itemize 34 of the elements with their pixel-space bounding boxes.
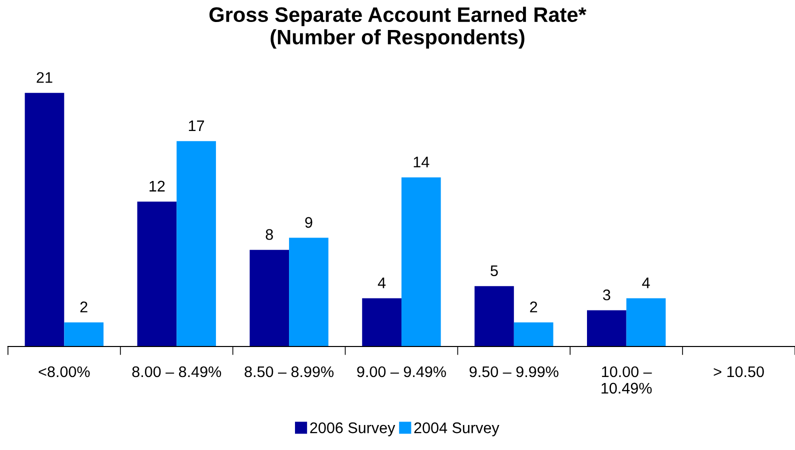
x-tick-label: 9.50 – 9.99% <box>470 366 558 378</box>
x-tick-label: 8.00 – 8.49% <box>132 366 222 378</box>
x-tick-label: 9.00 – 9.49% <box>357 366 446 378</box>
data-label: 9 <box>305 217 312 228</box>
bar <box>514 322 554 346</box>
data-label: 2 <box>530 302 538 312</box>
bar <box>64 322 104 346</box>
bar <box>24 92 64 346</box>
x-tick-label: <8.00% <box>38 366 90 378</box>
x-tick-label: > 10.50 <box>714 366 764 378</box>
data-label: 3 <box>603 289 610 300</box>
data-label: 8 <box>266 229 273 240</box>
bar <box>137 202 177 346</box>
bar <box>401 177 441 346</box>
bar <box>474 286 514 346</box>
bar <box>176 141 216 346</box>
data-label: 4 <box>642 278 650 288</box>
chart-title: Gross Separate Account Earned Rate* (Number of Respondents) <box>209 6 586 49</box>
bar <box>289 238 328 346</box>
bar <box>626 298 666 346</box>
data-label: 2 <box>80 302 88 312</box>
x-tick-label: 8.50 – 8.99% <box>244 366 334 378</box>
data-label: 4 <box>378 278 386 288</box>
legend-label: 2004 Survey <box>414 422 500 436</box>
data-label: 12 <box>150 180 165 192</box>
bar <box>250 250 290 346</box>
legend-label: 2006 Survey <box>310 422 396 436</box>
data-label: 17 <box>188 120 204 132</box>
data-label: 21 <box>36 72 52 83</box>
data-label: 14 <box>414 156 430 168</box>
bar <box>362 298 402 346</box>
data-label: 5 <box>490 265 498 276</box>
bar <box>586 310 626 346</box>
x-tick-label: 10.00 – 10.49% <box>602 366 652 394</box>
